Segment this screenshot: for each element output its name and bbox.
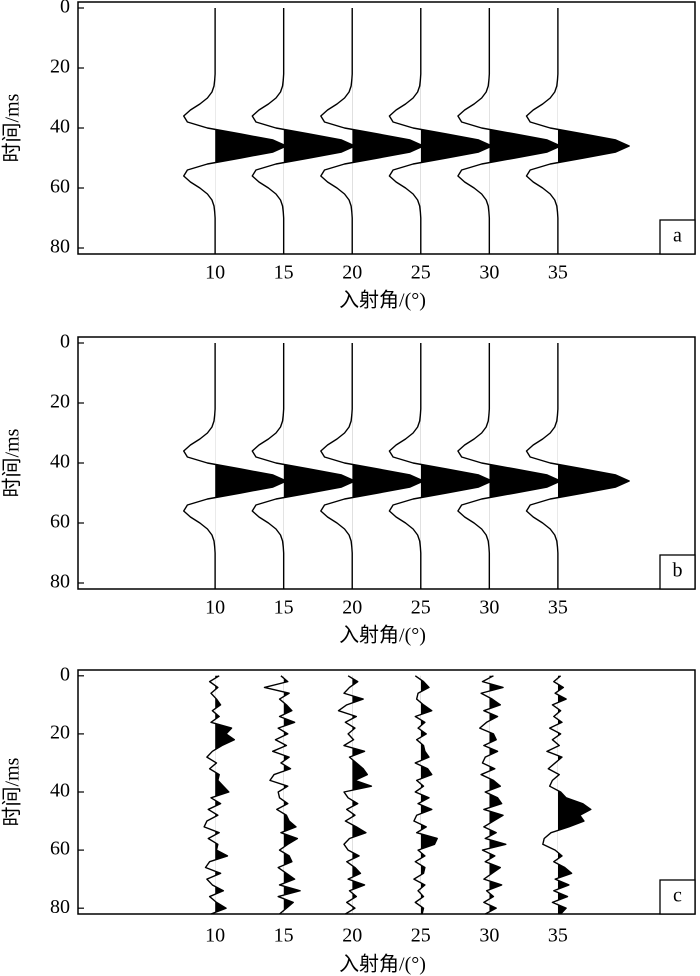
trace (251, 8, 356, 254)
x-axis-label: 入射角/(°) (339, 289, 426, 312)
y-tick-label: 80 (50, 236, 70, 258)
y-tick-label: 20 (50, 721, 70, 743)
trace (542, 675, 592, 915)
y-tick-label: 20 (50, 391, 70, 413)
y-axis-label: 时间/ms (1, 93, 24, 162)
x-tick-label: 10 (205, 597, 225, 619)
y-tick-label: 20 (50, 56, 70, 78)
x-tick-label: 25 (411, 597, 431, 619)
x-tick-label: 10 (205, 925, 225, 947)
panel-label-box (659, 554, 696, 590)
y-tick-label: 60 (50, 511, 70, 533)
trace (183, 8, 288, 254)
trace (320, 343, 425, 589)
trace (320, 8, 425, 254)
positive-fill (352, 129, 424, 163)
trace (525, 8, 630, 254)
x-tick-label: 15 (274, 262, 294, 284)
positive-fill (557, 343, 630, 589)
x-tick-label: 35 (548, 262, 568, 284)
positive-fill (215, 464, 287, 498)
y-tick-label: 40 (50, 451, 70, 473)
y-tick-label: 0 (60, 0, 70, 18)
y-tick-label: 40 (50, 116, 70, 138)
positive-fill (283, 675, 301, 914)
y-tick-label: 0 (60, 663, 70, 685)
y-tick-label: 0 (60, 331, 70, 353)
positive-fill (215, 675, 235, 913)
panel: 0 20 40 60 80 10 15 20 25 30 35 入射角/(°) 时间/ms a (1, 0, 696, 312)
trace (203, 675, 236, 915)
positive-fill (283, 343, 355, 589)
positive-fill (420, 8, 493, 254)
trace (263, 675, 301, 915)
trace (388, 8, 493, 254)
positive-fill (215, 129, 287, 163)
x-tick-label: 30 (479, 597, 499, 619)
positive-fill (489, 464, 561, 498)
y-tick-label: 40 (50, 780, 70, 802)
trace (388, 343, 493, 589)
x-tick-label: 20 (342, 262, 362, 284)
x-tick-label: 25 (411, 262, 431, 284)
panel-label-box (659, 879, 696, 915)
trace (457, 343, 562, 589)
trace (525, 343, 630, 589)
panel-label: a (673, 225, 682, 247)
trace (413, 675, 438, 915)
trace (457, 8, 562, 254)
x-tick-label: 35 (548, 597, 568, 619)
x-tick-label: 20 (342, 925, 362, 947)
y-tick-label: 60 (50, 838, 70, 860)
panel-label-box (659, 219, 696, 255)
x-tick-label: 25 (411, 925, 431, 947)
positive-fill (489, 129, 561, 163)
trace (337, 675, 373, 915)
panel-label: b (673, 560, 683, 582)
positive-fill (420, 675, 438, 914)
x-tick-label: 15 (274, 597, 294, 619)
panel: 0 20 40 60 80 10 15 20 25 30 35 入射角/(°) 时间/ms c (1, 663, 696, 976)
positive-fill (557, 675, 591, 914)
trace (183, 343, 288, 589)
x-axis-label: 入射角/(°) (339, 624, 426, 647)
y-tick-label: 60 (50, 176, 70, 198)
y-axis-label: 时间/ms (1, 428, 24, 497)
x-tick-label: 10 (205, 262, 225, 284)
panel-label: c (673, 885, 682, 907)
y-tick-label: 80 (50, 571, 70, 593)
x-tick-label: 30 (479, 262, 499, 284)
trace (251, 343, 356, 589)
positive-fill (420, 343, 493, 589)
x-tick-label: 30 (479, 925, 499, 947)
y-axis-label: 时间/ms (1, 757, 24, 826)
positive-fill (283, 8, 355, 254)
plot-frame (77, 1, 696, 255)
trace (479, 675, 507, 915)
x-tick-label: 35 (548, 925, 568, 947)
positive-fill (557, 8, 630, 254)
positive-fill (352, 678, 372, 910)
y-tick-label: 80 (50, 896, 70, 918)
plot-frame (77, 336, 696, 590)
x-axis-label: 入射角/(°) (339, 953, 426, 976)
x-tick-label: 20 (342, 597, 362, 619)
x-tick-label: 15 (274, 925, 294, 947)
plot-frame (77, 669, 696, 915)
positive-fill (352, 464, 424, 498)
panel: 0 20 40 60 80 10 15 20 25 30 35 入射角/(°) 时间/ms b (1, 331, 696, 647)
